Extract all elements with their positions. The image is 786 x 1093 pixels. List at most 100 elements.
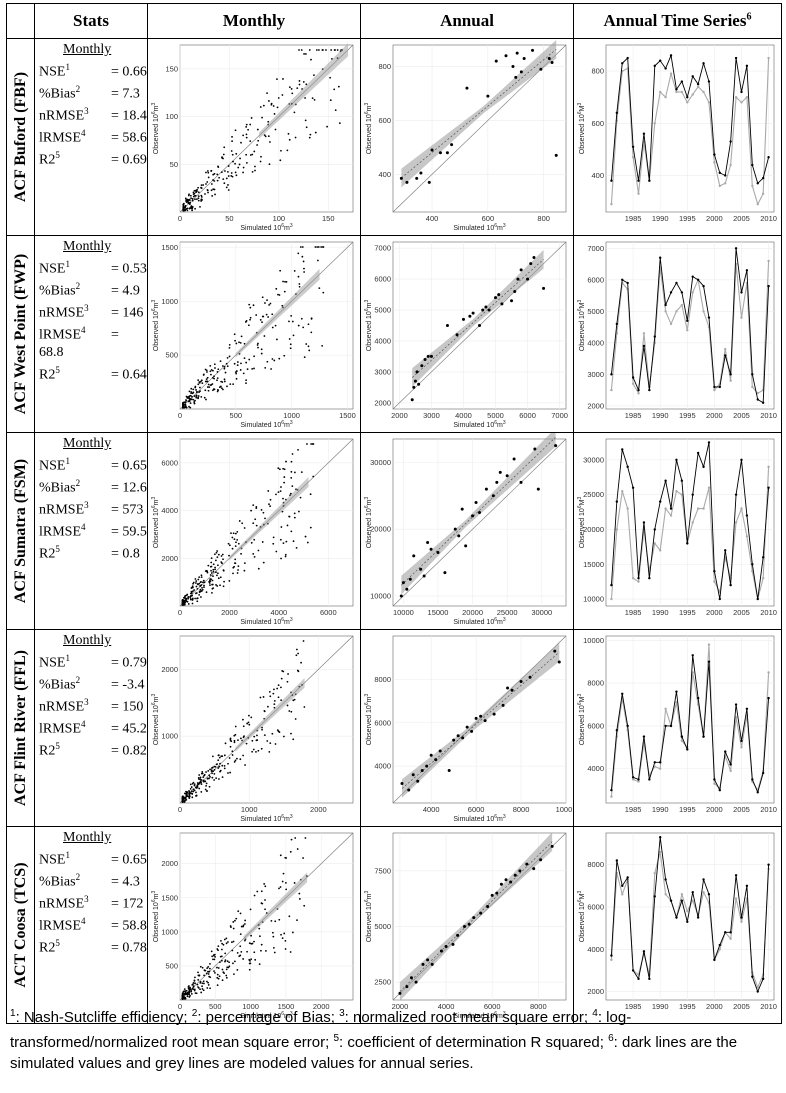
series-point-modeled — [610, 795, 613, 798]
data-point — [243, 562, 246, 565]
stat-name: lRMSE4 — [39, 718, 86, 737]
data-point — [193, 988, 196, 991]
data-point — [281, 94, 284, 96]
stat-line: nRMSE3 = 18.4 — [39, 103, 147, 125]
y-axis-label: Observed 106m3 — [364, 497, 373, 549]
stat-name: lRMSE4 — [39, 521, 86, 540]
data-point — [207, 770, 210, 772]
data-point — [539, 858, 543, 862]
data-point — [264, 517, 266, 520]
data-point — [421, 962, 425, 966]
data-point — [215, 571, 217, 574]
stat-line: R25 = 0.64 — [39, 362, 147, 384]
series-point-simulated — [734, 247, 738, 250]
x-tick-label: 2005 — [733, 805, 750, 814]
data-point — [210, 950, 213, 953]
data-point — [193, 979, 196, 982]
x-tick-label: 6000 — [484, 1002, 501, 1011]
data-point — [422, 574, 426, 578]
data-point — [436, 551, 440, 555]
data-point — [304, 119, 307, 122]
data-point — [444, 945, 448, 949]
data-point — [491, 494, 495, 498]
data-point — [250, 942, 253, 945]
data-point — [288, 320, 290, 323]
series-point-simulated — [756, 597, 759, 601]
data-point — [226, 960, 229, 963]
data-point — [266, 360, 269, 363]
data-point — [221, 553, 224, 556]
data-point — [242, 166, 245, 169]
data-point — [218, 975, 221, 978]
annual-timeseries: 1985 1990 1995 2000 2005 20102000400060008000… — [577, 832, 777, 1011]
data-point — [411, 773, 415, 777]
series-point-simulated — [745, 884, 749, 888]
x-tick-label: 6000 — [519, 411, 536, 420]
y-axis-label: Observed 106M3 — [577, 497, 586, 549]
data-point — [216, 585, 219, 587]
data-point — [213, 779, 216, 781]
series-point-simulated — [713, 153, 716, 156]
data-point — [283, 481, 286, 484]
data-point — [280, 486, 282, 488]
x-tick-label: 2000 — [310, 805, 327, 814]
data-point — [260, 890, 263, 893]
data-point — [197, 583, 199, 586]
data-point — [192, 590, 194, 592]
data-point — [220, 561, 223, 563]
station-label-cell: ACF Sumatra (FSM) — [6, 432, 35, 630]
data-point — [190, 993, 193, 995]
data-point — [228, 580, 231, 582]
series-point-simulated — [751, 778, 754, 781]
data-point — [211, 376, 214, 379]
data-point — [465, 86, 469, 90]
data-point — [210, 767, 213, 769]
data-point — [236, 530, 239, 533]
series-point-simulated — [680, 479, 684, 482]
y-tick-label: 7000 — [587, 244, 604, 253]
data-point — [513, 289, 517, 293]
data-point — [194, 198, 196, 201]
data-point — [232, 962, 234, 965]
data-point — [336, 49, 339, 51]
data-point — [220, 959, 223, 962]
stat-name: R25 — [39, 938, 60, 956]
series-point-modeled — [713, 782, 716, 785]
series-line-simulated — [610, 248, 770, 404]
data-point — [228, 554, 230, 557]
data-point — [202, 184, 205, 186]
series-point-modeled — [653, 542, 656, 545]
data-point — [231, 536, 234, 539]
stat-value: = 0.66 — [111, 64, 147, 80]
data-point — [237, 910, 240, 913]
y-axis-label: Observed 106m3 — [364, 891, 373, 943]
monthly-plot-cell: 0 500 1000 1500 500 1000 1500 Observed 106m3 Sim… — [147, 235, 361, 433]
data-point — [237, 166, 240, 169]
series-point-simulated — [751, 373, 754, 376]
data-point — [209, 574, 212, 576]
data-point — [203, 969, 206, 972]
data-point — [214, 955, 217, 958]
data-point — [298, 898, 301, 900]
series-point-simulated — [653, 895, 656, 898]
data-point — [192, 986, 195, 988]
station-label-cell: ACT Coosa (TCS) — [6, 826, 35, 1024]
data-point — [292, 334, 295, 337]
x-tick-label: 1985 — [625, 411, 642, 420]
y-tick-label: 25000 — [583, 490, 604, 499]
series-point-simulated — [621, 62, 624, 65]
data-point — [184, 601, 187, 604]
data-point — [234, 171, 237, 174]
data-point — [196, 983, 199, 986]
data-point — [201, 586, 203, 589]
data-point — [200, 581, 202, 583]
series-point-modeled — [686, 329, 689, 332]
data-point — [203, 581, 206, 584]
data-point — [200, 783, 203, 786]
data-point — [197, 195, 200, 198]
series-point-simulated — [631, 376, 635, 379]
data-point — [306, 541, 309, 544]
data-point — [182, 209, 185, 212]
stat-name: lRMSE4 — [39, 127, 86, 146]
